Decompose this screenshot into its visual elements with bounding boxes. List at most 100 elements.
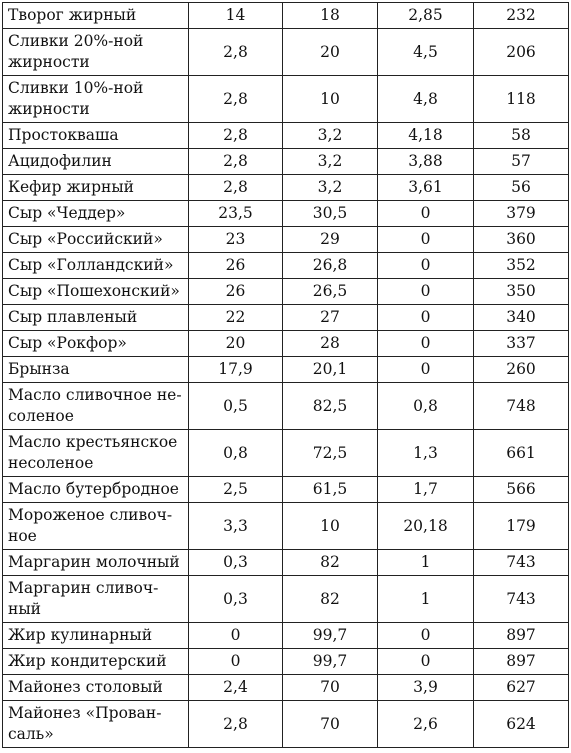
carbs-cell: 0 <box>377 622 474 649</box>
fat-cell: 82 <box>282 575 378 623</box>
protein-cell: 0,3 <box>188 575 283 623</box>
fat-cell: 10 <box>282 502 378 550</box>
carbs-cell: 4,18 <box>377 122 474 149</box>
product-name-cell: Сливки 10%-ной жирности <box>2 75 189 123</box>
table-row: Жир кондитерский 0 99,7 0 897 <box>2 648 569 675</box>
product-name-cell: Майонез столовый <box>2 674 189 701</box>
protein-cell: 2,5 <box>188 476 283 503</box>
kcal-cell: 624 <box>473 700 569 748</box>
kcal-cell: 748 <box>473 382 569 430</box>
carbs-cell: 0 <box>377 252 474 279</box>
carbs-cell: 1 <box>377 575 474 623</box>
kcal-cell: 58 <box>473 122 569 149</box>
carbs-cell: 3,9 <box>377 674 474 701</box>
fat-cell: 99,7 <box>282 648 378 675</box>
product-name-cell: Мороженое сливоч- ное <box>2 502 189 550</box>
table-row: Сыр «Чеддер» 23,5 30,5 0 379 <box>2 200 569 227</box>
carbs-cell: 0 <box>377 330 474 357</box>
kcal-cell: 352 <box>473 252 569 279</box>
fat-cell: 26,8 <box>282 252 378 279</box>
protein-cell: 22 <box>188 304 283 331</box>
carbs-cell: 4,5 <box>377 28 474 76</box>
kcal-cell: 379 <box>473 200 569 227</box>
product-name-cell: Сыр «Голландский» <box>2 252 189 279</box>
protein-cell: 0 <box>188 622 283 649</box>
protein-cell: 0,8 <box>188 429 283 477</box>
kcal-cell: 566 <box>473 476 569 503</box>
product-name-cell: Кефир жирный <box>2 174 189 201</box>
table-row: Кефир жирный 2,8 3,2 3,61 56 <box>2 174 569 201</box>
table-row: Мороженое сливоч- ное 3,3 10 20,18 179 <box>2 502 569 550</box>
fat-cell: 28 <box>282 330 378 357</box>
product-name-cell: Сыр «Рокфор» <box>2 330 189 357</box>
table-row: Жир кулинарный 0 99,7 0 897 <box>2 622 569 649</box>
fat-cell: 26,5 <box>282 278 378 305</box>
protein-cell: 0,3 <box>188 549 283 576</box>
protein-cell: 2,8 <box>188 700 283 748</box>
carbs-cell: 0 <box>377 648 474 675</box>
kcal-cell: 179 <box>473 502 569 550</box>
fat-cell: 99,7 <box>282 622 378 649</box>
carbs-cell: 0,8 <box>377 382 474 430</box>
table-row: Сыр «Рокфор» 20 28 0 337 <box>2 330 569 357</box>
kcal-cell: 260 <box>473 356 569 383</box>
fat-cell: 82 <box>282 549 378 576</box>
product-name-cell: Сыр «Пошехонский» <box>2 278 189 305</box>
protein-cell: 20 <box>188 330 283 357</box>
kcal-cell: 337 <box>473 330 569 357</box>
protein-cell: 17,9 <box>188 356 283 383</box>
kcal-cell: 661 <box>473 429 569 477</box>
kcal-cell: 206 <box>473 28 569 76</box>
kcal-cell: 232 <box>473 2 569 29</box>
kcal-cell: 360 <box>473 226 569 253</box>
fat-cell: 30,5 <box>282 200 378 227</box>
product-name-cell: Сыр плавленый <box>2 304 189 331</box>
fat-cell: 3,2 <box>282 122 378 149</box>
table-row: Сливки 20%-ной жирности 2,8 20 4,5 206 <box>2 28 569 76</box>
carbs-cell: 2,6 <box>377 700 474 748</box>
carbs-cell: 1,3 <box>377 429 474 477</box>
table-row: Сыр «Пошехонский» 26 26,5 0 350 <box>2 278 569 305</box>
product-name-cell: Сыр «Чеддер» <box>2 200 189 227</box>
carbs-cell: 1,7 <box>377 476 474 503</box>
table-row: Сыр «Российский» 23 29 0 360 <box>2 226 569 253</box>
fat-cell: 3,2 <box>282 174 378 201</box>
protein-cell: 2,8 <box>188 148 283 175</box>
table-row: Ацидофилин 2,8 3,2 3,88 57 <box>2 148 569 175</box>
protein-cell: 3,3 <box>188 502 283 550</box>
kcal-cell: 897 <box>473 622 569 649</box>
carbs-cell: 3,61 <box>377 174 474 201</box>
product-name-cell: Ацидофилин <box>2 148 189 175</box>
carbs-cell: 0 <box>377 304 474 331</box>
kcal-cell: 897 <box>473 648 569 675</box>
protein-cell: 23 <box>188 226 283 253</box>
product-name-cell: Масло крестьянское несоленое <box>2 429 189 477</box>
fat-cell: 61,5 <box>282 476 378 503</box>
table-row: Масло крестьянское несоленое 0,8 72,5 1,3 66… <box>2 429 569 477</box>
table-row: Сыр плавленый 22 27 0 340 <box>2 304 569 331</box>
carbs-cell: 20,18 <box>377 502 474 550</box>
product-name-cell: Масло сливочное не- соленое <box>2 382 189 430</box>
product-name-cell: Сыр «Российский» <box>2 226 189 253</box>
protein-cell: 2,4 <box>188 674 283 701</box>
protein-cell: 26 <box>188 278 283 305</box>
product-name-cell: Майонез «Прован- саль» <box>2 700 189 748</box>
fat-cell: 18 <box>282 2 378 29</box>
carbs-cell: 0 <box>377 278 474 305</box>
product-name-cell: Маргарин молочный <box>2 549 189 576</box>
kcal-cell: 350 <box>473 278 569 305</box>
kcal-cell: 743 <box>473 575 569 623</box>
kcal-cell: 56 <box>473 174 569 201</box>
fat-cell: 70 <box>282 674 378 701</box>
kcal-cell: 118 <box>473 75 569 123</box>
product-name-cell: Творог жирный <box>2 2 189 29</box>
protein-cell: 26 <box>188 252 283 279</box>
product-name-cell: Сливки 20%-ной жирности <box>2 28 189 76</box>
protein-cell: 14 <box>188 2 283 29</box>
carbs-cell: 4,8 <box>377 75 474 123</box>
fat-cell: 20 <box>282 28 378 76</box>
carbs-cell: 3,88 <box>377 148 474 175</box>
table-row: Маргарин сливоч- ный 0,3 82 1 743 <box>2 575 569 623</box>
protein-cell: 2,8 <box>188 28 283 76</box>
